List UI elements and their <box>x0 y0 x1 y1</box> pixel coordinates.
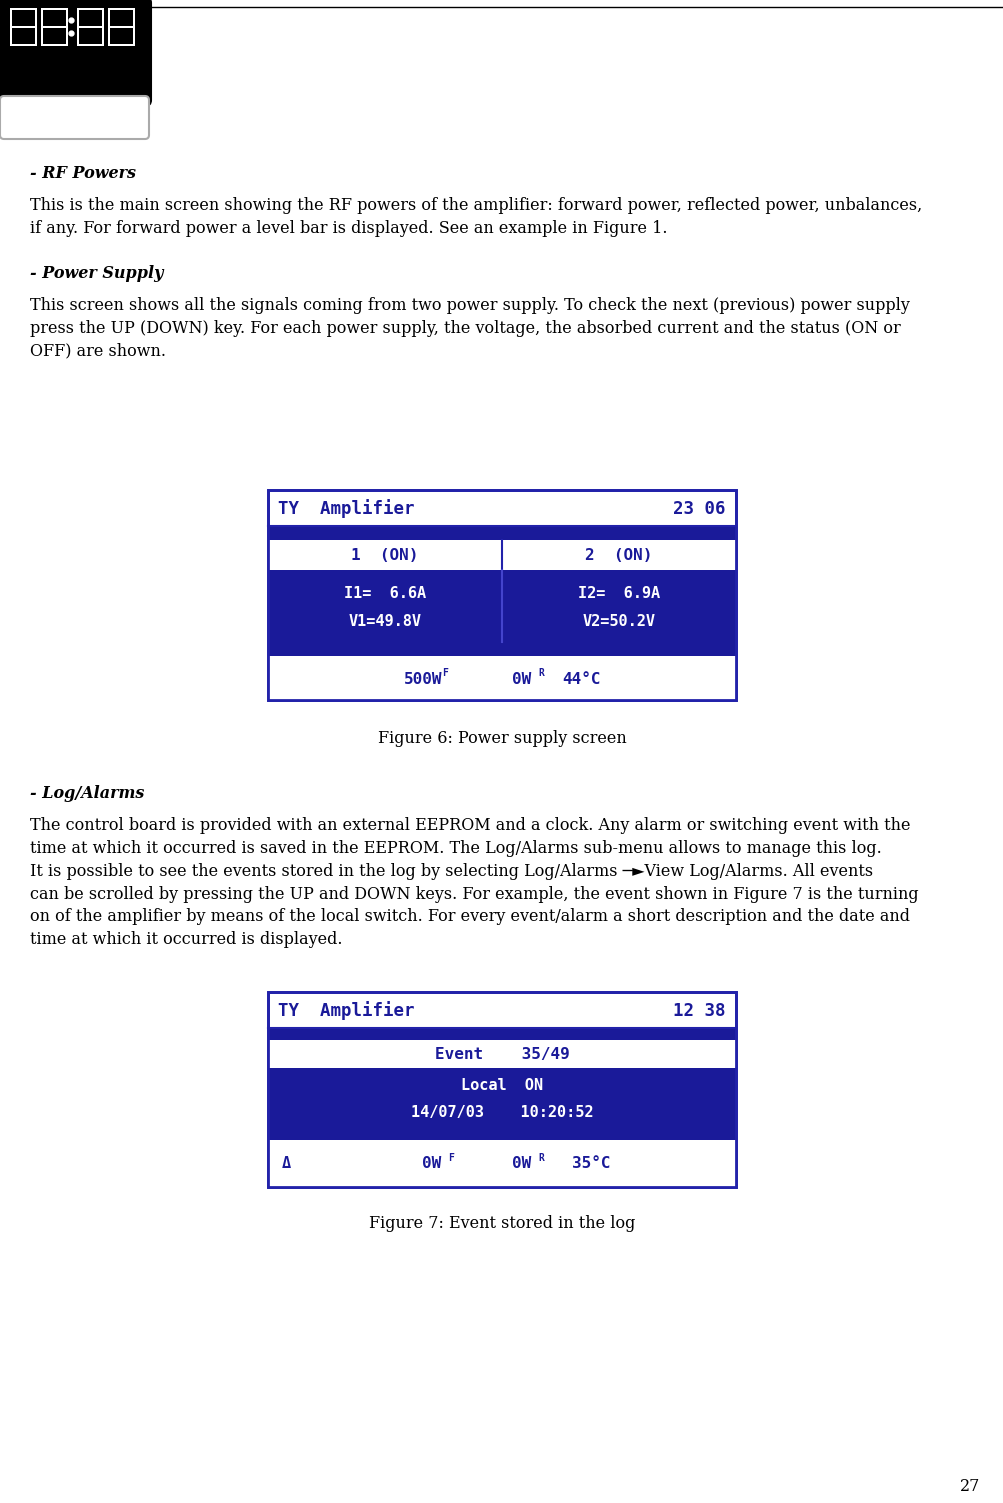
Text: F: F <box>441 667 447 678</box>
Text: 44°C: 44°C <box>562 672 600 687</box>
Bar <box>268 1127 735 1139</box>
Text: V1=49.8V: V1=49.8V <box>348 615 421 630</box>
Bar <box>43 29 66 44</box>
Text: 12 38: 12 38 <box>673 1003 725 1021</box>
Bar <box>268 1028 735 1040</box>
Bar <box>268 570 735 642</box>
Text: R: R <box>538 667 544 678</box>
Bar <box>268 992 735 1187</box>
Bar <box>43 11 66 26</box>
Bar <box>41 8 68 47</box>
Bar <box>268 992 735 1187</box>
Text: 27: 27 <box>959 1477 979 1495</box>
Bar <box>268 642 735 655</box>
Text: Event    35/49: Event 35/49 <box>434 1048 569 1063</box>
Bar <box>268 540 735 570</box>
Text: 23 06: 23 06 <box>673 500 725 519</box>
Bar <box>79 29 102 44</box>
Bar <box>268 1040 735 1069</box>
Text: TY  Amplifier: TY Amplifier <box>278 499 414 519</box>
Text: - Log/Alarms: - Log/Alarms <box>30 785 144 803</box>
Text: - Power Supply: - Power Supply <box>30 265 163 283</box>
Text: This is the main screen showing the RF powers of the amplifier: forward power, r: This is the main screen showing the RF p… <box>30 197 922 237</box>
Bar <box>268 1069 735 1127</box>
FancyBboxPatch shape <box>0 0 150 107</box>
Text: 500W: 500W <box>403 672 441 687</box>
Text: - RF Powers: - RF Powers <box>30 165 135 182</box>
Bar <box>12 29 35 44</box>
Bar <box>110 29 132 44</box>
Text: The control board is provided with an external EEPROM and a clock. Any alarm or : The control board is provided with an ex… <box>30 818 918 948</box>
Text: R: R <box>538 1153 544 1163</box>
Text: Figure 7: Event stored in the log: Figure 7: Event stored in the log <box>368 1214 635 1232</box>
Text: I2=  6.9A: I2= 6.9A <box>578 586 659 601</box>
Bar <box>79 11 102 26</box>
Text: TY  Amplifier: TY Amplifier <box>278 1001 414 1021</box>
Bar <box>268 526 735 540</box>
Text: Figure 6: Power supply screen: Figure 6: Power supply screen <box>377 730 626 747</box>
Bar <box>77 8 104 47</box>
Text: 0W: 0W <box>421 1156 440 1171</box>
FancyBboxPatch shape <box>0 96 148 138</box>
Bar <box>268 1139 735 1187</box>
Bar <box>110 11 132 26</box>
Text: 14/07/03    10:20:52: 14/07/03 10:20:52 <box>410 1105 593 1120</box>
Text: Local  ON: Local ON <box>460 1079 543 1094</box>
Bar <box>268 490 735 700</box>
Text: 0W: 0W <box>512 1156 531 1171</box>
Text: This screen shows all the signals coming from two power supply. To check the nex: This screen shows all the signals coming… <box>30 298 909 359</box>
Bar <box>12 11 35 26</box>
Bar <box>268 655 735 700</box>
Bar <box>268 490 735 700</box>
Text: 0W: 0W <box>512 672 531 687</box>
Text: F: F <box>447 1153 453 1163</box>
Text: 2  (ON): 2 (ON) <box>585 549 652 564</box>
Text: 35°C: 35°C <box>572 1156 610 1171</box>
Bar <box>108 8 134 47</box>
Text: I1=  6.6A: I1= 6.6A <box>344 586 425 601</box>
Text: 1  (ON): 1 (ON) <box>351 549 418 564</box>
Text: V2=50.2V: V2=50.2V <box>582 615 655 630</box>
Bar <box>10 8 37 47</box>
Text: Δ: Δ <box>282 1156 291 1171</box>
